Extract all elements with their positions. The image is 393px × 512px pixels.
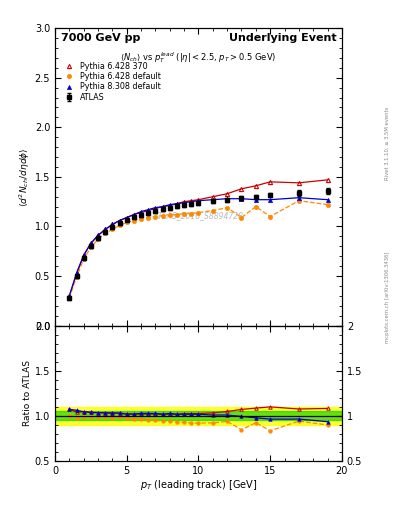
Legend: Pythia 6.428 370, Pythia 6.428 default, Pythia 8.308 default, ATLAS: Pythia 6.428 370, Pythia 6.428 default, … — [62, 62, 160, 101]
Pythia 6.428 370 — [160, 204, 165, 210]
Y-axis label: $\langle d^2 N_{ch}/d\eta d\phi \rangle$: $\langle d^2 N_{ch}/d\eta d\phi \rangle$ — [17, 147, 32, 206]
Pythia 6.428 default — [239, 215, 244, 221]
Pythia 6.428 370 — [211, 194, 215, 200]
Pythia 8.308 default — [81, 252, 86, 258]
Text: $\langle N_{ch}\rangle$ vs $p_T^{lead}$ ($|\eta| < 2.5$, $p_T > 0.5$ GeV): $\langle N_{ch}\rangle$ vs $p_T^{lead}$ … — [120, 51, 277, 66]
Text: 7000 GeV pp: 7000 GeV pp — [61, 33, 140, 42]
Pythia 6.428 default — [189, 210, 194, 217]
Pythia 6.428 default — [67, 295, 72, 301]
Pythia 6.428 default — [88, 244, 93, 250]
Pythia 8.308 default — [139, 208, 143, 215]
Pythia 8.308 default — [167, 202, 172, 208]
Pythia 6.428 default — [81, 256, 86, 262]
Pythia 6.428 370 — [125, 215, 129, 221]
Pythia 6.428 default — [117, 222, 122, 228]
Pythia 6.428 default — [146, 215, 151, 221]
Pythia 6.428 370 — [268, 179, 273, 185]
Pythia 6.428 370 — [110, 221, 115, 227]
Pythia 6.428 default — [297, 198, 301, 204]
Pythia 8.308 default — [125, 215, 129, 221]
Line: Pythia 6.428 default: Pythia 6.428 default — [67, 199, 330, 300]
Pythia 8.308 default — [325, 197, 330, 203]
Pythia 6.428 370 — [74, 271, 79, 277]
Pythia 8.308 default — [225, 196, 230, 202]
Pythia 6.428 default — [167, 211, 172, 218]
Text: Underlying Event: Underlying Event — [229, 33, 336, 42]
Pythia 6.428 default — [211, 207, 215, 214]
Pythia 6.428 default — [103, 230, 108, 237]
Pythia 6.428 default — [253, 204, 258, 210]
Pythia 6.428 370 — [297, 180, 301, 186]
Pythia 6.428 370 — [103, 226, 108, 232]
Pythia 8.308 default — [268, 197, 273, 203]
Pythia 6.428 370 — [96, 232, 101, 239]
Pythia 6.428 370 — [253, 183, 258, 189]
Pythia 8.308 default — [239, 196, 244, 202]
Pythia 6.428 default — [74, 274, 79, 280]
Pythia 6.428 default — [96, 236, 101, 242]
Pythia 8.308 default — [117, 218, 122, 224]
Pythia 6.428 370 — [325, 177, 330, 183]
Bar — [55, 407, 342, 425]
Pythia 8.308 default — [153, 204, 158, 210]
X-axis label: $p_T$ (leading track) [GeV]: $p_T$ (leading track) [GeV] — [140, 478, 257, 493]
Pythia 6.428 default — [132, 218, 136, 224]
Pythia 6.428 default — [196, 209, 201, 216]
Pythia 8.308 default — [253, 197, 258, 203]
Pythia 6.428 370 — [88, 240, 93, 246]
Line: Pythia 6.428 370: Pythia 6.428 370 — [67, 178, 330, 298]
Pythia 6.428 370 — [132, 211, 136, 218]
Pythia 8.308 default — [67, 293, 72, 299]
Pythia 8.308 default — [110, 221, 115, 227]
Pythia 6.428 370 — [67, 293, 72, 299]
Pythia 6.428 370 — [117, 218, 122, 224]
Y-axis label: Ratio to ATLAS: Ratio to ATLAS — [23, 360, 32, 426]
Pythia 8.308 default — [96, 232, 101, 239]
Pythia 8.308 default — [146, 206, 151, 212]
Pythia 6.428 370 — [225, 190, 230, 197]
Pythia 6.428 default — [139, 216, 143, 222]
Pythia 8.308 default — [103, 226, 108, 232]
Pythia 6.428 default — [174, 211, 179, 218]
Pythia 8.308 default — [211, 197, 215, 203]
Pythia 8.308 default — [132, 211, 136, 218]
Pythia 6.428 default — [225, 204, 230, 210]
Pythia 6.428 370 — [189, 198, 194, 204]
Pythia 6.428 370 — [81, 252, 86, 258]
Pythia 6.428 370 — [153, 205, 158, 211]
Pythia 6.428 370 — [239, 186, 244, 192]
Bar — [55, 411, 342, 420]
Pythia 6.428 370 — [196, 197, 201, 203]
Text: Rivet 3.1.10, ≥ 3.5M events: Rivet 3.1.10, ≥ 3.5M events — [385, 106, 390, 180]
Pythia 8.308 default — [88, 240, 93, 246]
Pythia 8.308 default — [174, 201, 179, 207]
Pythia 6.428 default — [182, 210, 187, 217]
Pythia 6.428 370 — [182, 199, 187, 205]
Line: Pythia 8.308 default: Pythia 8.308 default — [67, 196, 330, 298]
Pythia 6.428 default — [268, 214, 273, 220]
Pythia 6.428 370 — [174, 201, 179, 207]
Text: mcplots.cern.ch [arXiv:1306.3436]: mcplots.cern.ch [arXiv:1306.3436] — [385, 251, 390, 343]
Pythia 6.428 370 — [139, 209, 143, 216]
Pythia 6.428 default — [125, 220, 129, 226]
Pythia 8.308 default — [182, 200, 187, 206]
Pythia 6.428 default — [325, 202, 330, 208]
Pythia 6.428 default — [153, 214, 158, 220]
Pythia 8.308 default — [196, 198, 201, 204]
Pythia 6.428 default — [110, 226, 115, 232]
Pythia 6.428 370 — [167, 203, 172, 209]
Pythia 8.308 default — [74, 270, 79, 276]
Pythia 6.428 default — [160, 212, 165, 219]
Pythia 8.308 default — [297, 195, 301, 201]
Pythia 8.308 default — [160, 204, 165, 210]
Pythia 6.428 370 — [146, 207, 151, 214]
Text: ATLAS_2010_S8894728: ATLAS_2010_S8894728 — [153, 211, 244, 220]
Pythia 8.308 default — [189, 199, 194, 205]
